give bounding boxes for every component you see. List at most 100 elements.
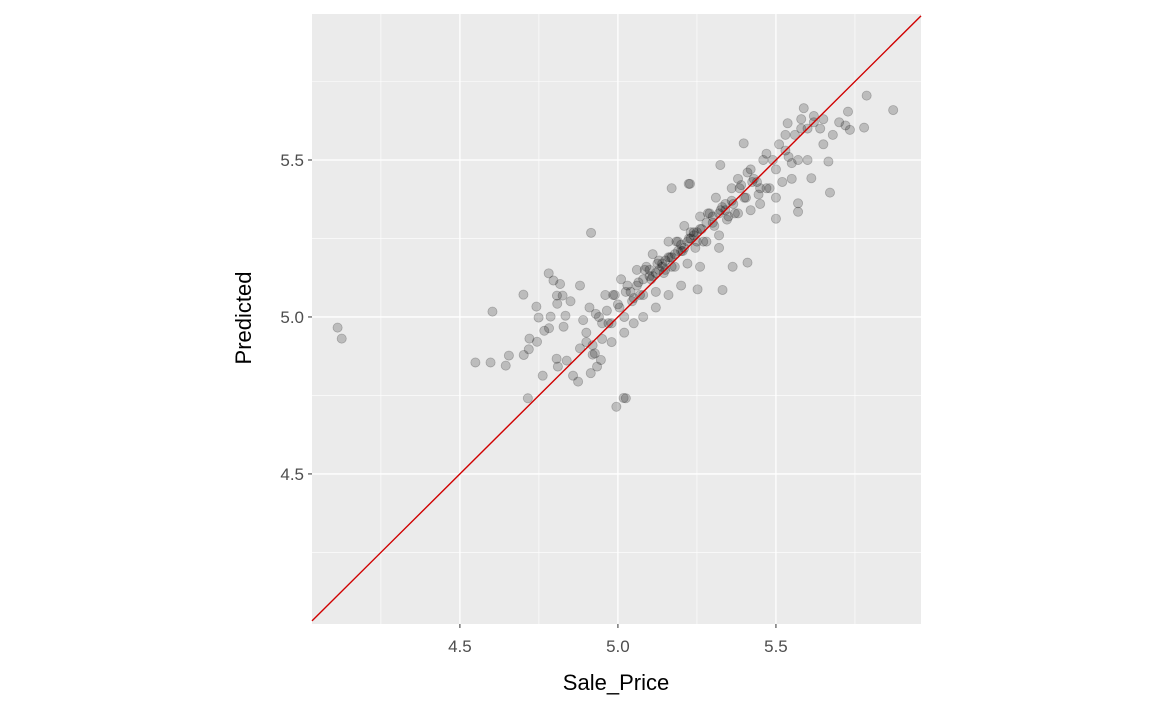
data-point xyxy=(666,183,677,194)
data-point xyxy=(684,233,695,244)
data-point xyxy=(552,361,563,372)
data-point xyxy=(522,393,533,404)
data-point xyxy=(650,302,661,313)
data-point xyxy=(695,211,706,222)
data-point xyxy=(336,333,347,344)
data-point xyxy=(755,183,766,194)
data-point xyxy=(555,278,566,289)
data-point xyxy=(682,258,693,269)
data-point xyxy=(545,311,556,322)
data-point xyxy=(639,264,650,275)
data-point xyxy=(761,148,772,159)
data-point xyxy=(669,261,680,272)
data-point xyxy=(793,154,804,165)
data-point xyxy=(665,252,676,263)
data-point xyxy=(688,227,699,238)
data-point xyxy=(532,336,543,347)
data-point xyxy=(842,106,853,117)
data-point xyxy=(692,284,703,295)
data-point xyxy=(688,230,699,241)
data-point xyxy=(518,349,529,360)
data-point xyxy=(714,230,725,241)
data-point xyxy=(677,246,688,257)
data-point xyxy=(786,173,797,184)
data-point xyxy=(622,280,633,291)
data-point xyxy=(676,239,687,250)
data-point xyxy=(726,183,737,194)
y-tick-label: 4.5 xyxy=(280,465,304,484)
data-point xyxy=(859,122,870,133)
x-tick-label: 4.5 xyxy=(448,637,472,656)
data-point xyxy=(728,198,739,209)
data-point xyxy=(717,202,728,213)
data-point xyxy=(745,164,756,175)
data-point xyxy=(806,173,817,184)
data-point xyxy=(647,249,658,260)
data-point xyxy=(600,289,611,300)
data-point xyxy=(552,298,563,309)
data-point xyxy=(650,286,661,297)
data-point xyxy=(729,208,740,219)
data-point xyxy=(684,178,695,189)
data-point xyxy=(720,198,731,209)
data-point xyxy=(827,129,838,140)
x-axis-title: Sale_Price xyxy=(563,670,669,695)
data-point xyxy=(584,302,595,313)
data-point xyxy=(524,333,535,344)
data-point xyxy=(818,114,829,125)
data-point xyxy=(618,392,629,403)
data-point xyxy=(704,208,715,219)
y-axis-title: Predicted xyxy=(231,272,256,365)
data-point xyxy=(717,284,728,295)
data-point xyxy=(764,183,775,194)
data-point xyxy=(679,220,690,231)
data-point xyxy=(742,257,753,268)
identity-reference-line xyxy=(311,15,922,622)
data-point xyxy=(747,176,758,187)
data-point xyxy=(770,164,781,175)
data-point xyxy=(657,258,668,269)
data-point xyxy=(840,120,851,131)
data-point xyxy=(631,264,642,275)
data-point xyxy=(614,302,625,313)
data-point xyxy=(823,156,834,167)
data-point xyxy=(597,318,608,329)
data-point xyxy=(332,322,343,333)
data-point xyxy=(672,246,683,257)
data-point xyxy=(551,353,562,364)
data-point xyxy=(671,236,682,247)
data-point xyxy=(723,211,734,222)
data-point xyxy=(701,236,712,247)
data-point xyxy=(798,103,809,114)
data-point xyxy=(654,264,665,275)
data-point xyxy=(593,311,604,322)
data-point xyxy=(609,289,620,300)
data-point xyxy=(647,271,658,282)
data-point xyxy=(543,268,554,279)
data-point xyxy=(633,277,644,288)
data-point xyxy=(751,176,762,187)
data-point xyxy=(698,236,709,247)
data-point xyxy=(727,261,738,272)
data-point xyxy=(834,117,845,128)
data-point xyxy=(603,318,614,329)
data-point xyxy=(777,176,788,187)
data-point xyxy=(663,236,674,247)
data-point xyxy=(533,312,544,323)
data-point xyxy=(485,357,496,368)
data-point xyxy=(663,252,674,263)
data-point xyxy=(770,213,781,224)
data-point xyxy=(544,323,555,334)
data-point xyxy=(666,261,677,272)
data-point xyxy=(657,261,668,272)
data-point xyxy=(742,167,753,178)
data-point xyxy=(666,252,677,263)
data-point xyxy=(518,289,529,300)
data-point xyxy=(702,208,713,219)
y-tick-label: 5.5 xyxy=(280,151,304,170)
data-point xyxy=(808,111,819,122)
data-point xyxy=(654,255,665,266)
data-point xyxy=(627,296,638,307)
y-tick-label: 5.0 xyxy=(280,308,304,327)
data-point xyxy=(585,368,596,379)
